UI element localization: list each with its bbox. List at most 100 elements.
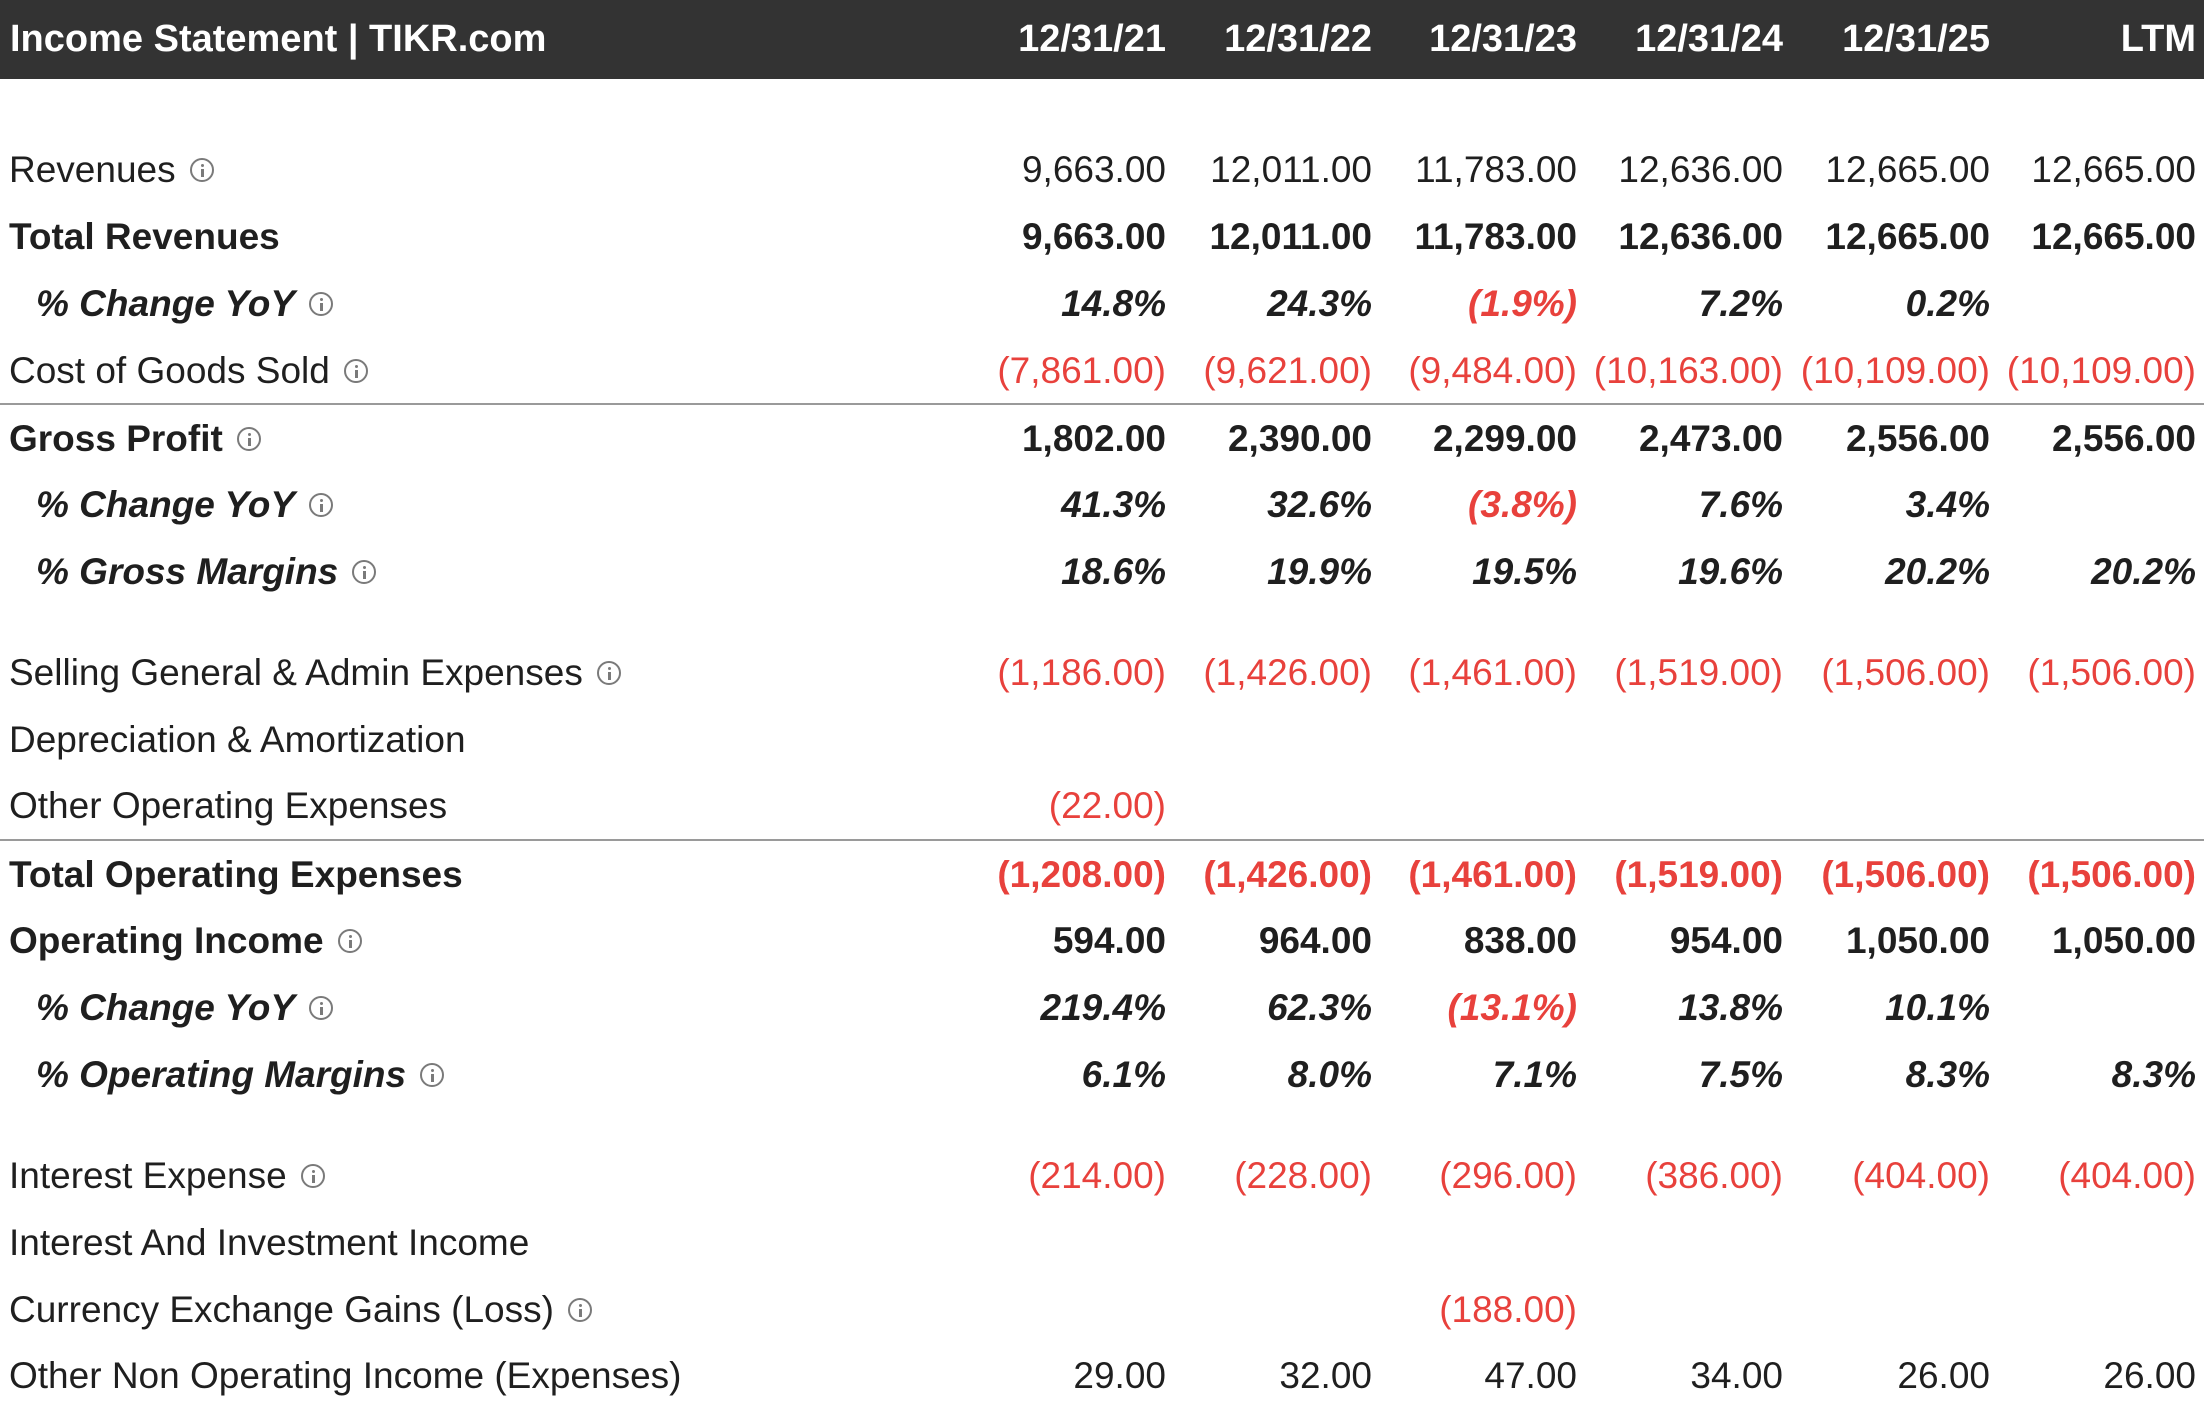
cell: 12,665.00 [2031, 149, 2196, 190]
table-row-operating-income-change-yoy: % Change YoY 219.4% 62.3% (13.1%) 13.8% … [0, 974, 2204, 1041]
cell: 3.4% [1905, 484, 1990, 525]
row-label: Gross Profit [9, 418, 223, 459]
info-icon[interactable] [352, 559, 377, 584]
info-icon[interactable] [343, 358, 368, 383]
row-label: Total Operating Expenses [9, 854, 463, 895]
cell: (9,621.00) [1203, 350, 1372, 391]
cell: (404.00) [1852, 1155, 1990, 1196]
cell: 34.00 [1690, 1355, 1783, 1396]
cell: (1,461.00) [1408, 854, 1577, 895]
cell [1790, 706, 1990, 773]
info-icon[interactable] [337, 928, 362, 953]
table-row-operating-margins: % Operating Margins 6.1% 8.0% 7.1% 7.5% … [0, 1041, 2204, 1108]
row-label: % Change YoY [36, 484, 296, 525]
column-header-2024[interactable]: 12/31/24 [1635, 18, 1783, 60]
cell: (1,426.00) [1203, 854, 1372, 895]
info-icon[interactable] [236, 426, 261, 451]
cell [1172, 772, 1372, 839]
cell [1996, 471, 2196, 538]
cell [1377, 1209, 1577, 1276]
info-icon[interactable] [567, 1297, 592, 1322]
cell [966, 706, 1166, 773]
table-row-operating-income: Operating Income 594.00 964.00 838.00 95… [0, 907, 2204, 974]
table-row-gross-profit-change-yoy: % Change YoY 41.3% 32.6% (3.8%) 7.6% 3.4… [0, 471, 2204, 538]
cell [1172, 1209, 1372, 1276]
row-label: % Gross Margins [36, 551, 339, 592]
cell: 41.3% [1061, 484, 1166, 525]
cell: (13.1%) [1447, 987, 1577, 1028]
cell: 6.1% [1081, 1054, 1166, 1095]
cell [1996, 1276, 2196, 1343]
cell: 2,390.00 [1227, 418, 1372, 459]
cell: 2,556.00 [2051, 418, 2196, 459]
cell [1790, 1209, 1990, 1276]
cell: 1,802.00 [1021, 418, 1166, 459]
table-row-interest-investment-income: Interest And Investment Income [0, 1209, 2204, 1276]
cell [1583, 1276, 1783, 1343]
cell: (1,208.00) [997, 854, 1166, 895]
info-icon[interactable] [300, 1163, 325, 1188]
cell: 12,665.00 [1825, 216, 1990, 257]
cell [966, 1209, 1166, 1276]
cell: 0.2% [1905, 283, 1990, 324]
cell [1996, 974, 2196, 1041]
column-header-2021[interactable]: 12/31/21 [1018, 18, 1166, 60]
cell: 2,556.00 [1845, 418, 1990, 459]
cell: 24.3% [1267, 283, 1372, 324]
info-icon[interactable] [420, 1062, 445, 1087]
cell: 838.00 [1463, 920, 1577, 961]
column-header-2022[interactable]: 12/31/22 [1224, 18, 1372, 60]
cell: (1.9%) [1468, 283, 1577, 324]
table-row-other-non-operating: Other Non Operating Income (Expenses) 29… [0, 1342, 2204, 1409]
row-label: Other Operating Expenses [9, 785, 448, 826]
cell: (1,426.00) [1203, 652, 1372, 693]
cell: 19.5% [1472, 551, 1577, 592]
cell: (296.00) [1439, 1155, 1577, 1196]
page-title: Income Statement | TIKR.com [10, 18, 547, 60]
cell: (10,109.00) [1800, 350, 1990, 391]
cell [966, 1276, 1166, 1343]
column-header-2023[interactable]: 12/31/23 [1429, 18, 1577, 60]
cell: 12,636.00 [1618, 216, 1783, 257]
row-label: Interest And Investment Income [9, 1222, 530, 1263]
cell: (22.00) [1048, 785, 1166, 826]
table-row-total-revenues: Total Revenues 9,663.00 12,011.00 11,783… [0, 203, 2204, 270]
cell: 964.00 [1258, 920, 1372, 961]
cell: (1,519.00) [1614, 854, 1783, 895]
cell: 19.9% [1267, 551, 1372, 592]
cell: 19.6% [1678, 551, 1783, 592]
cell: (386.00) [1645, 1155, 1783, 1196]
row-label: Revenues [9, 149, 176, 190]
cell: 20.2% [2091, 551, 2196, 592]
cell: (1,506.00) [2027, 652, 2196, 693]
info-icon[interactable] [596, 660, 621, 685]
info-icon[interactable] [309, 291, 334, 316]
info-icon[interactable] [309, 492, 334, 517]
cell: 1,050.00 [2051, 920, 2196, 961]
info-icon[interactable] [189, 157, 214, 182]
cell: 13.8% [1678, 987, 1783, 1028]
cell: 954.00 [1669, 920, 1783, 961]
cell: 12,665.00 [1825, 149, 1990, 190]
cell: 20.2% [1885, 551, 1990, 592]
table-row-revenue-change-yoy: % Change YoY 14.8% 24.3% (1.9%) 7.2% 0.2… [0, 270, 2204, 337]
cell: 2,473.00 [1638, 418, 1783, 459]
column-header-ltm[interactable]: LTM [2120, 18, 2196, 60]
cell [1377, 706, 1577, 773]
cell [1996, 1209, 2196, 1276]
info-icon[interactable] [309, 995, 334, 1020]
cell: 8.3% [1905, 1054, 1990, 1095]
cell: (188.00) [1439, 1289, 1577, 1330]
column-header-2025[interactable]: 12/31/25 [1842, 18, 1990, 60]
table-row-revenues: Revenues 9,663.00 12,011.00 11,783.00 12… [0, 136, 2204, 203]
row-label: Cost of Goods Sold [9, 350, 330, 391]
cell [1996, 270, 2196, 337]
cell: 8.3% [2111, 1054, 2196, 1095]
row-label: Selling General & Admin Expenses [9, 652, 583, 693]
cell: 12,665.00 [2031, 216, 2196, 257]
cell [1583, 1209, 1783, 1276]
cell [1172, 1276, 1372, 1343]
row-label: Total Revenues [9, 216, 280, 257]
cell: (10,109.00) [2006, 350, 2196, 391]
cell [1377, 772, 1577, 839]
